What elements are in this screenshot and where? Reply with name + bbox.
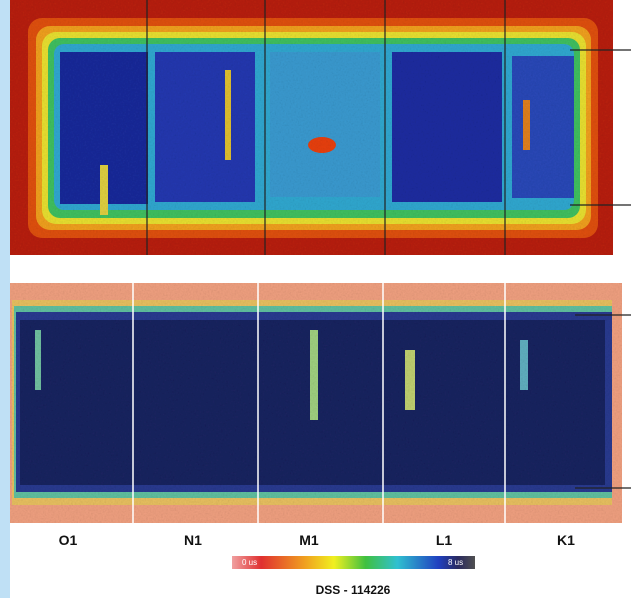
label: M1 (299, 532, 319, 548)
scale-max: 8 us (448, 558, 463, 567)
caption: DSS - 114226 (316, 583, 391, 597)
color-scale (232, 556, 475, 569)
scale-min: 0 us (242, 558, 257, 567)
bottom-scan (10, 283, 622, 523)
label: N1 (184, 532, 202, 548)
label: K1 (557, 532, 575, 548)
label: L1 (436, 532, 453, 548)
top-scan (10, 0, 613, 255)
figure: O1 N1 M1 L1 K1 0 us 8 us DSS - 114226 (0, 0, 631, 598)
label: O1 (59, 532, 78, 548)
side-strip (0, 0, 10, 598)
